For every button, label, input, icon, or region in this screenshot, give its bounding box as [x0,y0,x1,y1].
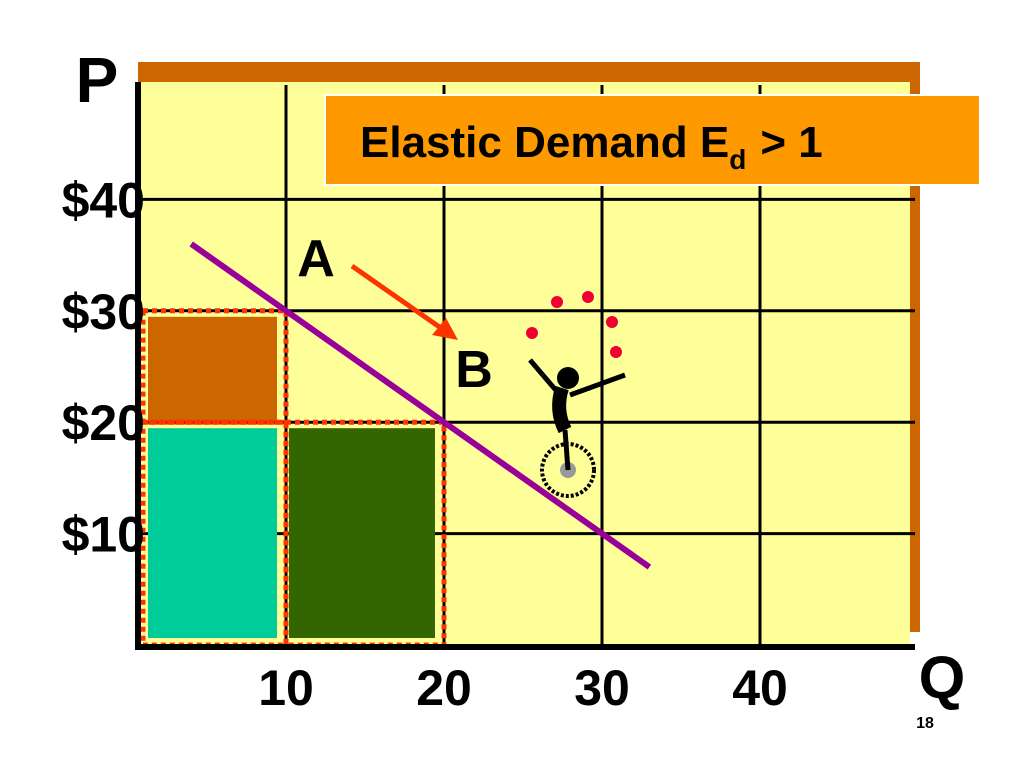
y-tick-label: $30 [62,284,145,340]
x-tick-label: 30 [574,660,630,716]
x-tick-label: 10 [258,660,314,716]
marks [140,241,652,648]
page-number: 18 [916,715,934,732]
y-tick-label: $40 [62,172,145,228]
chart-title: Elastic Demand Ed > 1 [360,118,823,175]
arrow-shaft [350,263,450,336]
x-axis-label: Q [919,644,966,711]
revenue-area [148,428,277,638]
y-tick-label: $10 [62,507,145,563]
juggler-clipart [526,291,626,498]
right-border [910,62,920,632]
title-box [324,94,981,186]
revenue-outline [140,308,289,425]
revenue-area [148,316,277,421]
x-tick-label: 20 [416,660,472,716]
arrow-head [432,318,458,340]
y-tick-label: $20 [62,395,145,451]
title-subscript: d [729,144,746,175]
top-border [138,62,918,82]
point-label: B [455,341,493,399]
title-suffix: > 1 [760,118,822,167]
x-tick-label: 40 [732,660,788,716]
labels: $10 $20 $30 $40 10 20 30 40 A B [62,172,788,716]
demand-curve [189,241,652,570]
point-label: A [297,230,335,288]
y-axis-label: P [76,44,119,116]
revenue-area [289,428,435,638]
title-main: Elastic Demand E [360,118,729,167]
